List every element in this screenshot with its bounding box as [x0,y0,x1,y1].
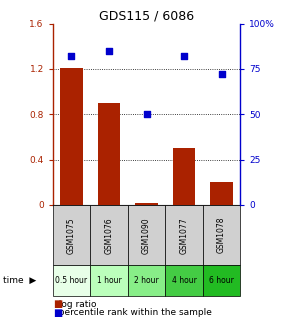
Point [219,72,224,77]
Title: GDS115 / 6086: GDS115 / 6086 [99,9,194,23]
Point [144,112,149,117]
Bar [128,265,165,296]
Text: GSM1090: GSM1090 [142,217,151,254]
Text: log ratio: log ratio [53,300,96,308]
Bar [135,203,158,205]
Bar [53,265,90,296]
Text: 4 hour: 4 hour [172,276,196,285]
Text: GSM1078: GSM1078 [217,217,226,253]
Bar [173,148,195,205]
Text: 0.5 hour: 0.5 hour [55,276,88,285]
Bar [165,205,203,265]
Text: ■: ■ [53,299,62,309]
Text: percentile rank within the sample: percentile rank within the sample [53,308,212,317]
Bar [90,205,128,265]
Text: 2 hour: 2 hour [134,276,159,285]
Bar [128,205,165,265]
Text: GSM1077: GSM1077 [180,217,188,254]
Bar [90,265,128,296]
Bar [60,68,83,205]
Text: 6 hour: 6 hour [209,276,234,285]
Text: GSM1076: GSM1076 [105,217,113,254]
Text: time  ▶: time ▶ [3,276,36,285]
Text: ■: ■ [53,308,62,318]
Bar [53,205,90,265]
Bar [165,265,203,296]
Text: GSM1075: GSM1075 [67,217,76,254]
Point [182,53,186,59]
Bar [203,265,240,296]
Bar [98,103,120,205]
Bar [210,182,233,205]
Point [69,53,74,59]
Text: 1 hour: 1 hour [97,276,121,285]
Point [107,48,111,53]
Bar [203,205,240,265]
